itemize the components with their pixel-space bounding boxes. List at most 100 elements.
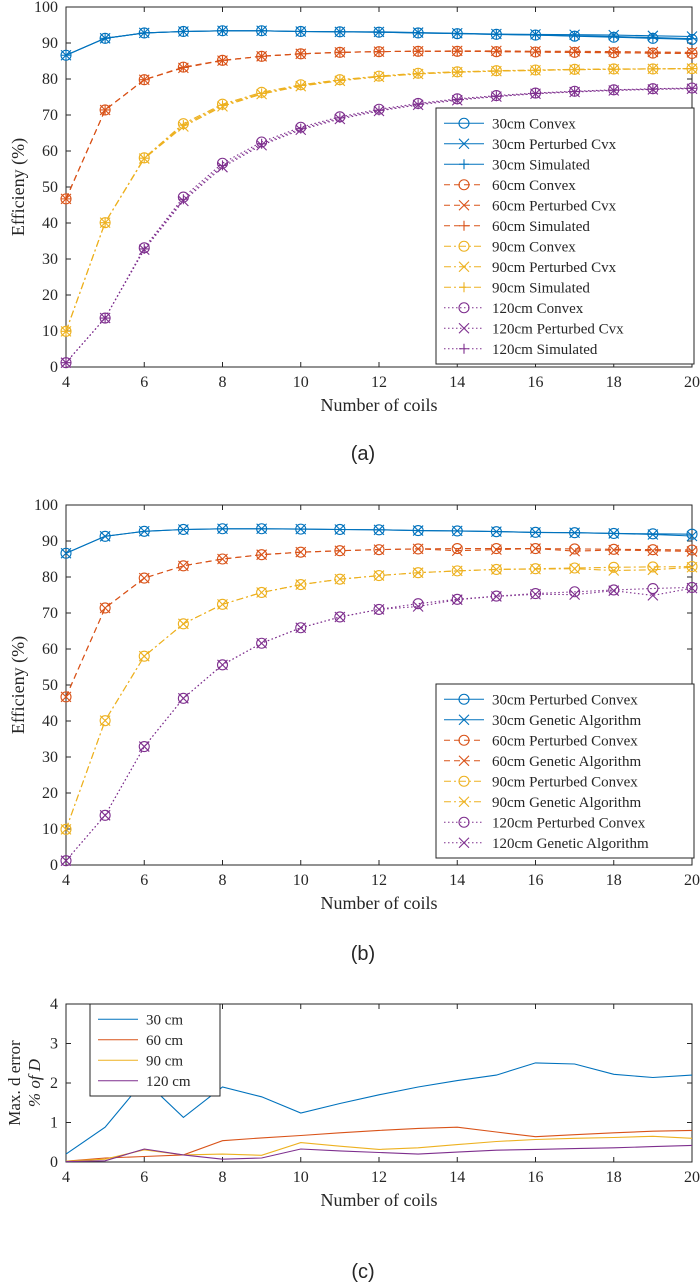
panel-label: (a)	[351, 443, 375, 465]
data-point	[334, 524, 346, 535]
series-line	[65, 1062, 693, 1155]
data-point	[569, 30, 580, 41]
data-point	[334, 112, 345, 123]
legend-label: 90cm Simulated	[492, 280, 590, 296]
y-tick-label: 70	[42, 107, 58, 124]
data-point	[373, 604, 385, 615]
data-point	[217, 553, 228, 565]
data-point	[451, 594, 463, 606]
data-point	[686, 530, 698, 542]
data-point	[99, 530, 111, 542]
series-60cm-genetic-algorithm	[60, 543, 698, 703]
data-point	[99, 530, 111, 542]
x-tick-label: 6	[140, 374, 148, 391]
legend-marker	[458, 714, 470, 726]
data-point	[100, 217, 111, 228]
x-tick-label: 18	[606, 374, 622, 391]
legend-item: 90 cm	[98, 1053, 183, 1069]
x-axis-label: Number of coils	[321, 395, 438, 415]
data-point	[647, 84, 658, 95]
data-point	[177, 560, 189, 572]
legend-marker	[458, 755, 470, 767]
data-point	[256, 637, 268, 649]
data-point	[373, 524, 385, 536]
series-30cm-simulated	[61, 25, 697, 61]
series-60-cm	[65, 1126, 693, 1162]
data-point	[647, 63, 658, 74]
data-point	[295, 622, 307, 634]
series-group	[60, 523, 698, 867]
data-point	[178, 120, 189, 131]
x-tick-label: 18	[606, 1169, 622, 1186]
legend-item: 60cm Simulated	[444, 219, 590, 235]
data-point	[178, 62, 189, 73]
x-tick-label: 10	[293, 872, 309, 889]
data-point	[608, 64, 619, 75]
data-point	[686, 581, 698, 593]
data-point	[60, 547, 72, 559]
legend-marker	[459, 159, 469, 170]
data-point	[178, 194, 189, 205]
data-point	[686, 544, 698, 556]
legend-label: 30cm Convex	[492, 116, 576, 132]
data-point	[216, 598, 229, 610]
data-point	[530, 543, 541, 554]
axis-ticks: 4 6 8 10 12 14 16 18 20 0 10 20 30 40 50 60 70 80 90 100	[34, 497, 700, 889]
data-point	[177, 692, 189, 704]
x-tick-label: 8	[219, 872, 227, 889]
data-point	[334, 611, 346, 623]
legend-marker	[458, 693, 470, 705]
data-point	[647, 589, 659, 601]
data-point	[413, 46, 424, 57]
legend-marker	[459, 343, 469, 354]
data-point	[177, 560, 189, 572]
data-point	[647, 561, 659, 573]
legend-item: 90cm Convex	[444, 239, 576, 255]
data-point	[647, 545, 659, 557]
x-tick-label: 10	[293, 374, 309, 391]
data-point	[452, 46, 463, 57]
series-group	[60, 25, 698, 369]
legend-label: 90 cm	[146, 1053, 183, 1069]
legend-item: 30cm Perturbed Cvx	[444, 137, 617, 153]
data-point	[99, 809, 111, 821]
y-tick-label: 60	[42, 641, 58, 658]
data-point	[139, 27, 150, 38]
series-120-cm	[65, 1144, 693, 1163]
data-point	[569, 563, 581, 575]
y-tick-label: 3	[50, 1036, 58, 1053]
data-point	[569, 562, 581, 574]
legend-label: 120cm Perturbed Convex	[492, 815, 646, 831]
data-point	[99, 602, 111, 614]
data-point	[412, 543, 424, 555]
data-point	[647, 32, 658, 43]
x-tick-label: 4	[62, 1169, 70, 1186]
legend-label: 120cm Convex	[492, 301, 584, 317]
data-point	[608, 85, 619, 96]
y-tick-label: 10	[42, 323, 58, 340]
data-point	[490, 564, 502, 575]
data-point	[138, 650, 150, 662]
x-tick-label: 8	[219, 1169, 227, 1186]
data-point	[217, 659, 228, 671]
data-point	[334, 26, 345, 37]
data-point	[217, 598, 228, 610]
data-point	[373, 544, 385, 556]
data-point	[569, 589, 581, 601]
legend-marker	[458, 796, 470, 808]
x-tick-label: 12	[371, 1169, 387, 1186]
data-point	[138, 650, 150, 662]
x-axis-label: Number of coils	[321, 1190, 438, 1210]
data-point	[490, 543, 502, 555]
y-tick-label: 1	[50, 1115, 58, 1132]
legend-item: 30 cm	[98, 1012, 183, 1028]
data-point	[569, 47, 580, 58]
y-tick-label: 30	[42, 251, 58, 268]
data-point	[138, 741, 150, 752]
data-point	[412, 598, 424, 610]
legend-label: 30cm Simulated	[492, 157, 590, 173]
data-point	[412, 567, 424, 579]
data-point	[256, 138, 267, 149]
data-point	[686, 582, 698, 594]
legend-marker	[458, 199, 470, 211]
